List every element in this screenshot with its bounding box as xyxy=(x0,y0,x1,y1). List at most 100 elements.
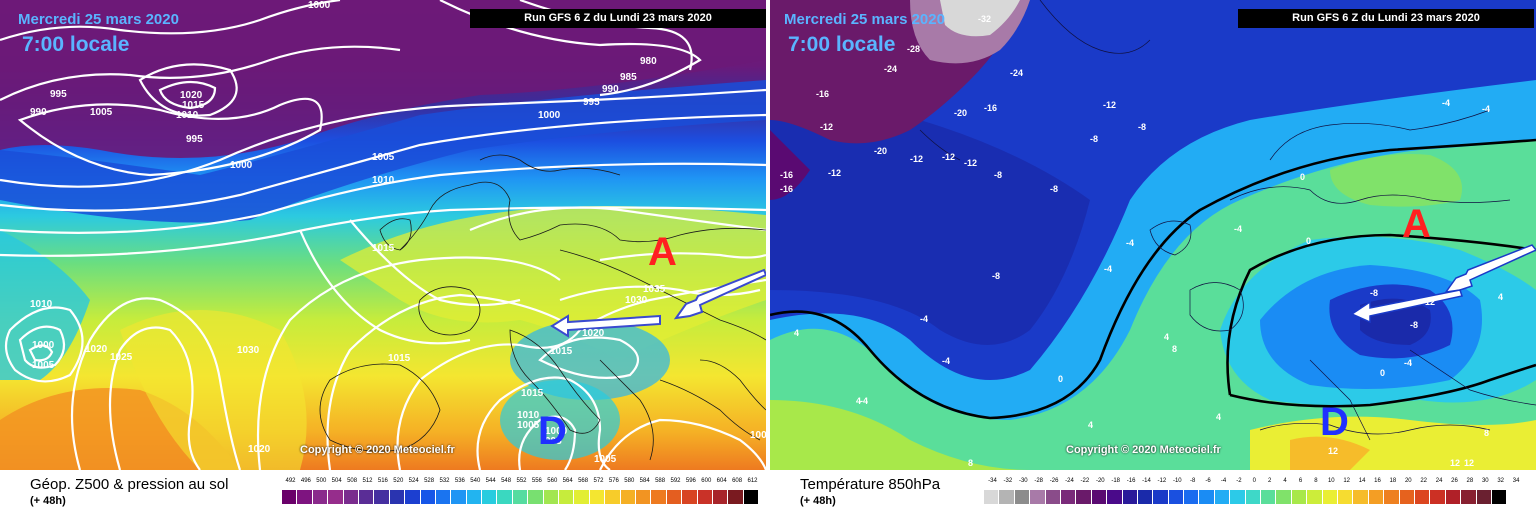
isobar-label: 1010 xyxy=(517,410,540,421)
scale-swatch xyxy=(712,490,729,504)
scale-swatch xyxy=(559,490,575,504)
scale-swatch xyxy=(1091,490,1108,504)
isobar-label: 1015 xyxy=(182,100,205,111)
legend-subtitle: (+ 48h) xyxy=(30,495,66,507)
temperature-map-panel: -32 -28 -24 -24 -20 -16 -16 -12 -12 -12 … xyxy=(770,0,1536,470)
scale-value: 34 xyxy=(1512,478,1520,484)
scale-value: 2 xyxy=(1268,478,1272,484)
temp-label: 0 xyxy=(1300,172,1305,182)
legend-subtitle: (+ 48h) xyxy=(800,495,836,507)
scale-swatch xyxy=(1122,490,1138,504)
zero-isotherm xyxy=(770,138,1536,420)
scale-swatch xyxy=(589,490,606,504)
scale-swatch xyxy=(1245,490,1262,504)
scale-swatch xyxy=(297,490,313,504)
temp-label: -4 xyxy=(1442,98,1450,108)
scale-swatch xyxy=(1461,490,1477,504)
isobar-label: 1020 xyxy=(85,344,108,355)
temperature-map: -32 -28 -24 -24 -20 -16 -16 -12 -12 -12 … xyxy=(770,0,1536,470)
left-legend: Géop. Z500 & pression au sol (+ 48h) 492… xyxy=(0,470,766,512)
scale-swatch xyxy=(466,490,483,504)
scale-swatch xyxy=(420,490,436,504)
temp-label: 0 xyxy=(1058,374,1063,384)
scale-value: 12 xyxy=(1343,478,1351,484)
isobar-label: 1010 xyxy=(176,110,199,121)
temp-label: -8 xyxy=(992,271,1000,281)
high-pressure-marker: A xyxy=(648,230,677,274)
temp-label: -12 xyxy=(964,158,977,168)
temp-label: -4 xyxy=(860,396,868,406)
model-run-label: Run GFS 6 Z du Lundi 23 mars 2020 xyxy=(470,9,766,28)
scale-value: 584 xyxy=(639,478,650,484)
scale-swatch xyxy=(697,490,713,504)
scale-swatch xyxy=(1060,490,1077,504)
isobar-label: 1000 xyxy=(538,110,561,121)
isobar-label: 1020 xyxy=(180,90,203,101)
scale-value: 536 xyxy=(454,478,465,484)
isobar-label: 1005 xyxy=(32,360,55,371)
scale-value: 28 xyxy=(1466,478,1474,484)
high-pressure-marker: A xyxy=(1402,202,1431,246)
isobar-label: 995 xyxy=(583,97,600,108)
temp-label: -12 xyxy=(1103,100,1116,110)
isobar-label: 1000 xyxy=(308,0,331,11)
scale-swatch xyxy=(1076,490,1092,504)
isobar-label: 1015 xyxy=(521,388,544,399)
scale-swatch xyxy=(1014,490,1031,504)
forecast-date: Mercredi 25 mars 2020 xyxy=(784,11,945,28)
scale-value: -12 xyxy=(1157,478,1167,484)
isobar-label: 980 xyxy=(640,56,657,67)
scale-value: 24 xyxy=(1435,478,1443,484)
scale-bar xyxy=(282,490,760,504)
scale-swatch xyxy=(1291,490,1308,504)
temp-label: -4 xyxy=(1234,224,1242,234)
scale-swatch xyxy=(1368,490,1385,504)
scale-value: -18 xyxy=(1111,478,1121,484)
scale-value: -26 xyxy=(1049,478,1059,484)
temp-label: -12 xyxy=(1422,297,1435,307)
scale-value: 552 xyxy=(516,478,527,484)
temp-label: 8 xyxy=(1172,344,1177,354)
temp-label: -24 xyxy=(884,64,897,74)
scale-value: -2 xyxy=(1236,478,1242,484)
scale-value: 604 xyxy=(716,478,727,484)
scale-value: -34 xyxy=(988,478,997,484)
scale-value: 26 xyxy=(1451,478,1458,484)
scale-swatch xyxy=(343,490,359,504)
scale-value: 548 xyxy=(501,478,512,484)
temp-label: -12 xyxy=(828,168,841,178)
scale-value: -16 xyxy=(1126,478,1136,484)
scale-swatch xyxy=(1384,490,1400,504)
temp-label: -12 xyxy=(910,154,923,164)
scale-swatch xyxy=(1137,490,1154,504)
scale-value: -10 xyxy=(1172,478,1182,484)
scale-value: 600 xyxy=(701,478,712,484)
low-pressure-marker: D xyxy=(1320,400,1349,444)
scale-swatch xyxy=(666,490,683,504)
isobar-label: 1005 xyxy=(372,152,395,163)
scale-value: -22 xyxy=(1080,478,1090,484)
isobar-label: 1015 xyxy=(372,243,395,254)
temp-label: -24 xyxy=(1010,68,1023,78)
temp-label: 8 xyxy=(1484,428,1489,438)
scale-value: 592 xyxy=(670,478,681,484)
isobar-label: 1005 xyxy=(517,420,540,431)
scale-swatch xyxy=(312,490,329,504)
scale-swatch xyxy=(1168,490,1185,504)
coastlines xyxy=(919,0,1536,441)
isobar-label: 1035 xyxy=(643,284,666,295)
temp-label: -8 xyxy=(1410,320,1418,330)
isobar-label: 995 xyxy=(50,89,67,100)
wind-arrow xyxy=(1350,289,1463,324)
scale-value: 516 xyxy=(377,478,388,484)
scale-swatch xyxy=(1353,490,1369,504)
scale-swatch xyxy=(358,490,375,504)
temp-label: -4 xyxy=(1104,264,1112,274)
temp-label: -12 xyxy=(942,152,955,162)
scale-value: 492 xyxy=(285,478,296,484)
scale-value: 496 xyxy=(300,478,311,484)
isobar-labels: 1000 1000 995 1005 990 1020 1015 1010 99… xyxy=(30,0,766,465)
scale-value: 508 xyxy=(347,478,358,484)
temp-label: -8 xyxy=(1050,184,1058,194)
isobar-label: 990 xyxy=(602,84,619,95)
